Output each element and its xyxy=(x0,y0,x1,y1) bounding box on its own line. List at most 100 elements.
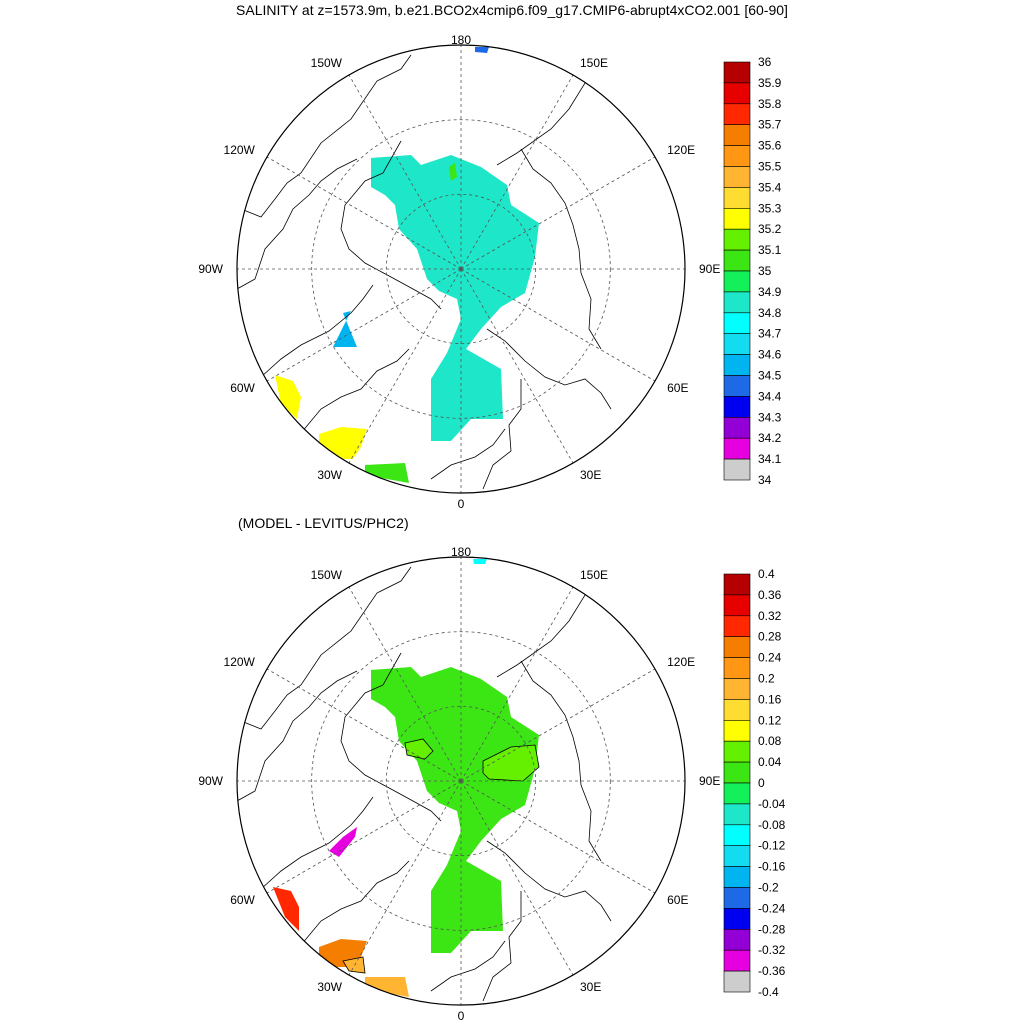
colorbar-box xyxy=(723,270,751,293)
colorbar-tick-label: 35.3 xyxy=(758,201,782,215)
colorbar-box xyxy=(723,824,751,846)
map-content xyxy=(237,45,685,493)
longitude-label: 90W xyxy=(198,262,223,276)
colorbar-box xyxy=(723,354,751,376)
colorbar-tick-label: 35.8 xyxy=(758,97,782,111)
colorbar-tick-label: 0.24 xyxy=(758,651,782,665)
colorbar-tick-label: 34.2 xyxy=(758,431,782,445)
colorbar-box xyxy=(723,208,751,230)
region-bering-strait-edge xyxy=(475,47,489,53)
map-border xyxy=(236,556,686,1006)
contour-line xyxy=(482,744,540,782)
figure-subtitle: (MODEL - LEVITUS/PHC2) xyxy=(238,515,409,531)
region-labrador-sea xyxy=(275,375,301,419)
colorbar-tick-label: 0.28 xyxy=(758,630,782,644)
meridian-line xyxy=(266,268,462,382)
coastline xyxy=(520,148,602,350)
colorbar-box xyxy=(723,908,751,930)
colorbar-tick-label: 0.04 xyxy=(758,755,782,769)
coastline xyxy=(486,328,612,410)
colorbar-tick-label: 0.4 xyxy=(758,567,775,581)
colorbar-tick-label: -0.08 xyxy=(758,818,786,832)
colorbar-box xyxy=(723,657,751,679)
colorbar-box xyxy=(723,887,751,909)
longitude-label: 180 xyxy=(451,545,471,559)
longitude-label: 120E xyxy=(667,655,695,669)
colorbar-box xyxy=(723,615,751,637)
contour-line xyxy=(404,738,434,760)
colorbar-box xyxy=(723,228,751,251)
colorbar-box xyxy=(723,636,751,658)
colorbar-tick-label: 0.36 xyxy=(758,588,782,602)
colorbar-tick-label: -0.16 xyxy=(758,860,786,874)
colorbar-tick-label: -0.04 xyxy=(758,797,786,811)
colorbar-box xyxy=(723,187,751,209)
colorbar-tick-label: 36 xyxy=(758,55,772,69)
colorbar-tick-label: 0.08 xyxy=(758,734,782,748)
colorbar-tick-label: 35.7 xyxy=(758,118,782,132)
colorbar-tick-label: 34.4 xyxy=(758,389,782,403)
colorbar-tick-label: 35.5 xyxy=(758,160,782,174)
colorbar-box xyxy=(723,719,751,742)
colorbar-box xyxy=(723,61,751,84)
figure-title: SALINITY at z=1573.9m, b.e21.BCO2x4cmip6… xyxy=(236,2,788,18)
colorbar-box xyxy=(723,699,751,721)
region-makarov-basin-spot xyxy=(449,163,457,181)
region-iceland-basin xyxy=(365,977,409,997)
colorbar-tick-label: 0 xyxy=(758,776,765,790)
longitude-label: 150E xyxy=(580,56,608,70)
coastline xyxy=(340,140,442,310)
colorbar-box xyxy=(723,145,751,167)
colorbar-tick-label: 34.6 xyxy=(758,348,782,362)
longitude-label: 150W xyxy=(311,56,343,70)
coastline xyxy=(240,566,412,730)
colorbar-box xyxy=(723,761,751,784)
colorbar-tick-label: 0.12 xyxy=(758,713,782,727)
colorbar-tick-label: 34.3 xyxy=(758,410,782,424)
colorbar-tick-label: 0.2 xyxy=(758,672,775,686)
difference-map-panel: 180 150E 120E 90E 60E 30E 0 30W 60W 90W 120W 150W xyxy=(198,545,720,1023)
coastline xyxy=(482,379,522,490)
longitude-label: 180 xyxy=(451,33,471,47)
colorbar-box xyxy=(723,573,751,596)
coastline xyxy=(340,652,442,822)
colorbar-box xyxy=(723,594,751,617)
region-arctic-ocean-deep-water xyxy=(371,667,539,953)
colorbar-tick-label: 35.6 xyxy=(758,139,782,153)
longitude-label: 120W xyxy=(224,655,256,669)
colorbar-box xyxy=(723,845,751,867)
region-baffin-bay xyxy=(333,311,357,347)
colorbar-box xyxy=(723,458,751,481)
longitude-label: 90W xyxy=(198,774,223,788)
region-iceland-basin xyxy=(365,463,409,483)
colorbar-tick-label: 34 xyxy=(758,473,772,487)
colorbar-box xyxy=(723,437,751,460)
colorbar-tick-label: -0.4 xyxy=(758,985,779,999)
meridian-line xyxy=(348,268,462,464)
map-content xyxy=(237,557,685,1005)
longitude-label: 30E xyxy=(580,468,601,482)
meridian-line xyxy=(460,156,656,270)
colorbar-box xyxy=(723,803,751,826)
salinity-map-panel: 180 150E 120E 90E 60E 30E 0 30W 60W 90W 120W 150W xyxy=(198,33,720,511)
coastline xyxy=(486,840,612,922)
colorbar-tick-label: 35.4 xyxy=(758,180,782,194)
longitude-label: 90E xyxy=(699,774,720,788)
longitude-label: 120E xyxy=(667,143,695,157)
colorbar-box xyxy=(723,782,751,805)
meridian-line xyxy=(460,268,656,382)
coastline xyxy=(260,284,374,378)
colorbar-box xyxy=(723,949,751,972)
colorbar-tick-label: 35 xyxy=(758,264,772,278)
meridian-line xyxy=(460,668,656,782)
longitude-label: 60W xyxy=(230,893,255,907)
map-border xyxy=(236,44,686,494)
colorbar-tick-label: 35.9 xyxy=(758,76,782,90)
coastline xyxy=(430,428,506,480)
meridian-line xyxy=(460,780,656,894)
colorbar-tick-label: 34.8 xyxy=(758,306,782,320)
longitude-label: 30W xyxy=(317,980,342,994)
region-canada-basin-patch xyxy=(405,739,433,759)
meridian-line xyxy=(460,586,574,782)
colorbar-box xyxy=(723,396,751,418)
